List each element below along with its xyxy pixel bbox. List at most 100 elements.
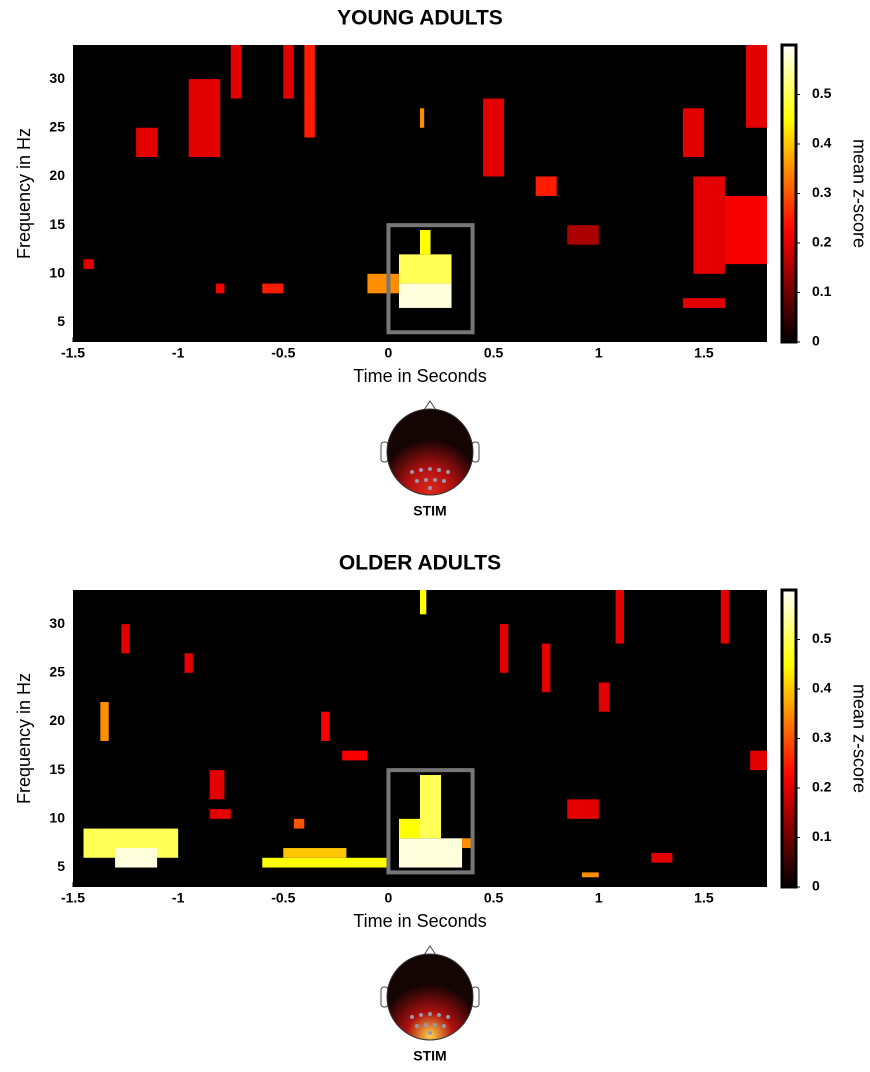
electrode [442, 1024, 446, 1028]
heatmap-cell [342, 750, 368, 761]
heatmap-cell [398, 254, 452, 284]
heatmap-cell [209, 809, 231, 819]
x-tick-label: -1 [172, 890, 185, 906]
x-tick-label: -1 [172, 345, 185, 361]
heatmap-cell [598, 682, 610, 712]
heatmap-cell [230, 45, 242, 99]
y-tick-label: 15 [49, 216, 65, 232]
heatmap-cell [541, 643, 551, 693]
x-axis-label: Time in Seconds [353, 911, 486, 931]
x-tick-label: 0.5 [484, 345, 504, 361]
heatmap-cell [398, 283, 452, 308]
electrode [442, 479, 446, 483]
heatmap-cell [293, 818, 305, 829]
colorbar-label: mean z-score [849, 684, 869, 793]
heatmap-cell [420, 775, 442, 839]
electrode [437, 1013, 441, 1017]
x-tick-label: 1 [595, 890, 603, 906]
y-axis-label: Frequency in Hz [14, 673, 34, 804]
panel-title: YOUNG ADULTS [337, 7, 503, 30]
colorbar-tick-label: 0 [812, 878, 820, 894]
x-tick-label: -1.5 [61, 890, 85, 906]
panel-title: OLDER ADULTS [339, 552, 501, 575]
y-tick-label: 15 [49, 761, 65, 777]
heatmap-cell [567, 225, 599, 245]
colorbar-tick-label: 0.2 [812, 779, 832, 795]
electrode [415, 1024, 419, 1028]
heatmap-cell [535, 176, 557, 196]
colorbar [780, 588, 798, 889]
colorbar-tick-label: 0.1 [812, 283, 832, 299]
colorbar-tick-label: 0.5 [812, 85, 832, 101]
x-tick-label: 0.5 [484, 890, 504, 906]
heatmap-cell [398, 838, 463, 868]
electrode [410, 1015, 414, 1019]
heatmap-cell [209, 770, 225, 800]
electrode [428, 1031, 432, 1035]
electrode [419, 468, 423, 472]
y-tick-label: 30 [49, 70, 65, 86]
heatmap-cell [750, 750, 767, 771]
heatmap-cell [283, 45, 294, 99]
y-tick-label: 20 [49, 167, 65, 183]
heatmap-cell [83, 259, 95, 269]
y-tick-label: 10 [49, 265, 65, 281]
topomap-label: STIM [413, 503, 446, 519]
topomap [386, 408, 474, 496]
y-tick-label: 25 [49, 118, 65, 134]
y-axis-label: Frequency in Hz [14, 128, 34, 259]
heatmap-cell [682, 108, 704, 157]
heatmap-cell [682, 298, 725, 308]
heatmap-cell [136, 127, 158, 157]
head-nose [423, 945, 437, 956]
heatmap-cell [321, 711, 330, 741]
heatmap-cell [304, 45, 315, 138]
x-tick-label: 0 [385, 890, 393, 906]
colorbar-tick-label: 0.3 [812, 729, 832, 745]
colorbar-tick-label: 0.3 [812, 184, 832, 200]
heatmap-cell [420, 590, 427, 615]
heatmap-cell [398, 818, 420, 839]
heatmap-cell [283, 848, 347, 858]
heatmap-cell [420, 230, 431, 255]
electrode [446, 1015, 450, 1019]
heatmap-cell [581, 872, 599, 878]
heatmap-cell [483, 98, 505, 177]
electrode [446, 470, 450, 474]
colorbar-tick-label: 0.4 [812, 680, 832, 696]
heatmap-cell [567, 799, 599, 819]
electrode [428, 486, 432, 490]
colorbar-tick-label: 0.2 [812, 234, 832, 250]
heatmap-cell [720, 590, 730, 644]
heatmap-cell [651, 852, 673, 863]
electrode [410, 470, 414, 474]
electrode [428, 1012, 432, 1016]
x-tick-label: -0.5 [271, 890, 295, 906]
colorbar-tick-label: 0.5 [812, 630, 832, 646]
heatmap-cell [184, 653, 193, 673]
electrode [433, 478, 437, 482]
heatmap-cell [188, 79, 221, 157]
x-tick-label: 1.5 [694, 345, 714, 361]
x-tick-label: -1.5 [61, 345, 85, 361]
electrode [437, 468, 441, 472]
electrode [424, 478, 428, 482]
y-tick-label: 5 [57, 858, 65, 874]
colorbar-tick-label: 0.1 [812, 828, 832, 844]
heatmap-cell [745, 45, 767, 128]
roi-box [386, 223, 475, 335]
y-tick-label: 30 [49, 615, 65, 631]
heatmap-cell [615, 590, 624, 644]
heatmap-cell [693, 176, 725, 274]
y-tick-label: 25 [49, 663, 65, 679]
electrode [433, 1023, 437, 1027]
colorbar-tick-label: 0.4 [812, 135, 832, 151]
heatmap-cell [420, 108, 425, 128]
x-tick-label: 0 [385, 345, 393, 361]
heatmap-cell [499, 624, 509, 673]
heatmap-cell [262, 283, 284, 294]
colorbar [780, 43, 798, 344]
x-tick-label: 1 [595, 345, 603, 361]
heatmap-cell [262, 857, 389, 868]
x-tick-label: 1.5 [694, 890, 714, 906]
